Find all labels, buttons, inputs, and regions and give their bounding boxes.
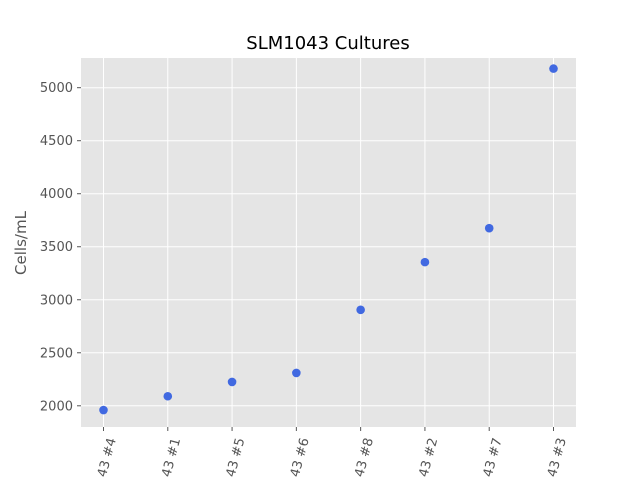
y-tick-label: 4000: [40, 187, 73, 202]
x-tick-label: 43 #5: [224, 436, 249, 478]
data-point: [484, 223, 494, 233]
data-point: [99, 405, 108, 415]
data-point: [292, 368, 301, 378]
data-point: [227, 377, 237, 387]
y-tick-label: 3500: [40, 240, 73, 255]
x-tick-label: 43 #2: [416, 436, 441, 478]
y-tick-label: 4500: [40, 134, 73, 149]
y-tick-label: 3000: [40, 293, 73, 308]
x-tick-label: 43 #1: [159, 436, 184, 478]
y-tick-label: 5000: [40, 81, 73, 96]
data-point: [420, 257, 430, 267]
data-point: [549, 64, 558, 73]
chart-title: SLM1043 Cultures: [246, 33, 409, 54]
y-tick-label: 2000: [40, 399, 73, 414]
x-tick-label: 43 #6: [288, 436, 313, 478]
x-tick-label: 43 #8: [352, 436, 377, 478]
x-tick-label: 43 #7: [481, 436, 506, 478]
data-point: [356, 305, 365, 315]
data-point: [163, 391, 173, 401]
x-tick-label: 43 #4: [95, 436, 120, 478]
y-axis-label: Cells/mL: [12, 210, 30, 275]
data-points: [99, 64, 558, 415]
y-tick-label: 2500: [40, 346, 73, 361]
x-tick-label: 43 #3: [545, 436, 570, 478]
grid-lines: [81, 58, 576, 427]
plot-area: [81, 58, 576, 427]
